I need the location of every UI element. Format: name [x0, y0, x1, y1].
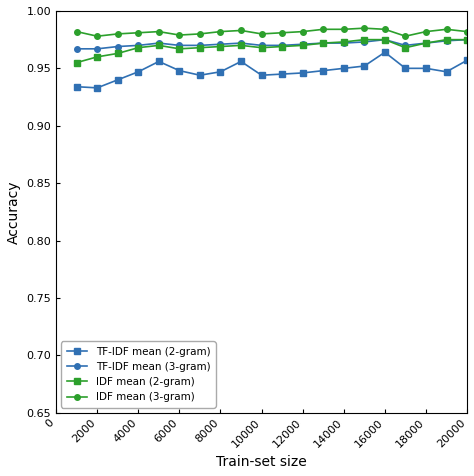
Line: IDF mean (2-gram): IDF mean (2-gram) — [74, 37, 470, 65]
IDF mean (2-gram) — [464, 37, 470, 42]
Legend: TF-IDF mean (2-gram), TF-IDF mean (3-gram), IDF mean (2-gram), IDF mean (3-gram): TF-IDF mean (2-gram), TF-IDF mean (3-gra… — [61, 341, 216, 407]
TF-IDF mean (3-gram) — [94, 46, 100, 52]
TF-IDF mean (3-gram) — [238, 40, 244, 46]
TF-IDF mean (3-gram) — [136, 42, 141, 48]
Y-axis label: Accuracy: Accuracy — [7, 180, 21, 244]
IDF mean (3-gram) — [464, 29, 470, 34]
IDF mean (3-gram) — [279, 30, 285, 36]
TF-IDF mean (2-gram) — [238, 59, 244, 64]
IDF mean (2-gram) — [218, 44, 223, 50]
IDF mean (2-gram) — [238, 42, 244, 48]
TF-IDF mean (2-gram) — [444, 69, 449, 75]
TF-IDF mean (2-gram) — [115, 77, 120, 83]
IDF mean (3-gram) — [74, 29, 80, 34]
TF-IDF mean (2-gram) — [176, 68, 182, 73]
TF-IDF mean (2-gram) — [362, 63, 367, 69]
IDF mean (2-gram) — [259, 45, 264, 50]
TF-IDF mean (2-gram) — [320, 68, 326, 73]
TF-IDF mean (3-gram) — [279, 42, 285, 48]
IDF mean (3-gram) — [176, 32, 182, 38]
TF-IDF mean (3-gram) — [382, 37, 388, 42]
TF-IDF mean (3-gram) — [176, 42, 182, 48]
TF-IDF mean (3-gram) — [156, 40, 162, 46]
IDF mean (2-gram) — [402, 45, 408, 50]
TF-IDF mean (3-gram) — [74, 46, 80, 52]
TF-IDF mean (2-gram) — [197, 72, 203, 78]
IDF mean (2-gram) — [444, 37, 449, 42]
TF-IDF mean (3-gram) — [423, 40, 429, 46]
IDF mean (3-gram) — [444, 27, 449, 32]
IDF mean (3-gram) — [197, 31, 203, 37]
TF-IDF mean (3-gram) — [444, 38, 449, 44]
IDF mean (2-gram) — [156, 42, 162, 48]
IDF mean (2-gram) — [197, 45, 203, 50]
IDF mean (3-gram) — [382, 27, 388, 32]
IDF mean (3-gram) — [423, 29, 429, 34]
TF-IDF mean (2-gram) — [94, 85, 100, 91]
IDF mean (2-gram) — [320, 40, 326, 46]
IDF mean (3-gram) — [115, 31, 120, 37]
IDF mean (2-gram) — [136, 45, 141, 50]
IDF mean (2-gram) — [74, 60, 80, 66]
TF-IDF mean (3-gram) — [402, 42, 408, 48]
TF-IDF mean (2-gram) — [423, 66, 429, 71]
IDF mean (3-gram) — [362, 25, 367, 31]
IDF mean (3-gram) — [218, 29, 223, 34]
IDF mean (3-gram) — [94, 33, 100, 39]
TF-IDF mean (3-gram) — [320, 40, 326, 46]
TF-IDF mean (2-gram) — [136, 69, 141, 75]
TF-IDF mean (2-gram) — [74, 84, 80, 89]
IDF mean (3-gram) — [341, 27, 346, 32]
TF-IDF mean (3-gram) — [341, 40, 346, 46]
TF-IDF mean (2-gram) — [300, 70, 306, 76]
TF-IDF mean (2-gram) — [218, 69, 223, 75]
TF-IDF mean (2-gram) — [464, 58, 470, 63]
TF-IDF mean (3-gram) — [464, 37, 470, 42]
IDF mean (2-gram) — [279, 44, 285, 50]
IDF mean (2-gram) — [115, 50, 120, 56]
TF-IDF mean (3-gram) — [300, 41, 306, 47]
TF-IDF mean (2-gram) — [341, 66, 346, 71]
IDF mean (2-gram) — [300, 42, 306, 48]
TF-IDF mean (3-gram) — [259, 42, 264, 48]
Line: TF-IDF mean (3-gram): TF-IDF mean (3-gram) — [74, 37, 470, 51]
TF-IDF mean (2-gram) — [402, 66, 408, 71]
TF-IDF mean (3-gram) — [218, 41, 223, 47]
TF-IDF mean (3-gram) — [197, 42, 203, 48]
IDF mean (2-gram) — [382, 37, 388, 42]
IDF mean (3-gram) — [238, 28, 244, 33]
IDF mean (3-gram) — [320, 27, 326, 32]
IDF mean (2-gram) — [423, 40, 429, 46]
X-axis label: Train-set size: Train-set size — [216, 455, 307, 469]
IDF mean (2-gram) — [362, 37, 367, 42]
TF-IDF mean (3-gram) — [362, 39, 367, 45]
Line: TF-IDF mean (2-gram): TF-IDF mean (2-gram) — [74, 50, 470, 90]
IDF mean (2-gram) — [94, 54, 100, 60]
TF-IDF mean (2-gram) — [279, 71, 285, 77]
TF-IDF mean (2-gram) — [259, 72, 264, 78]
TF-IDF mean (3-gram) — [115, 44, 120, 50]
TF-IDF mean (2-gram) — [156, 59, 162, 64]
IDF mean (3-gram) — [156, 29, 162, 34]
IDF mean (2-gram) — [341, 39, 346, 45]
IDF mean (2-gram) — [176, 46, 182, 52]
IDF mean (3-gram) — [402, 33, 408, 39]
IDF mean (3-gram) — [136, 30, 141, 36]
TF-IDF mean (2-gram) — [382, 50, 388, 55]
IDF mean (3-gram) — [259, 31, 264, 37]
IDF mean (3-gram) — [300, 29, 306, 34]
Line: IDF mean (3-gram): IDF mean (3-gram) — [74, 25, 470, 39]
